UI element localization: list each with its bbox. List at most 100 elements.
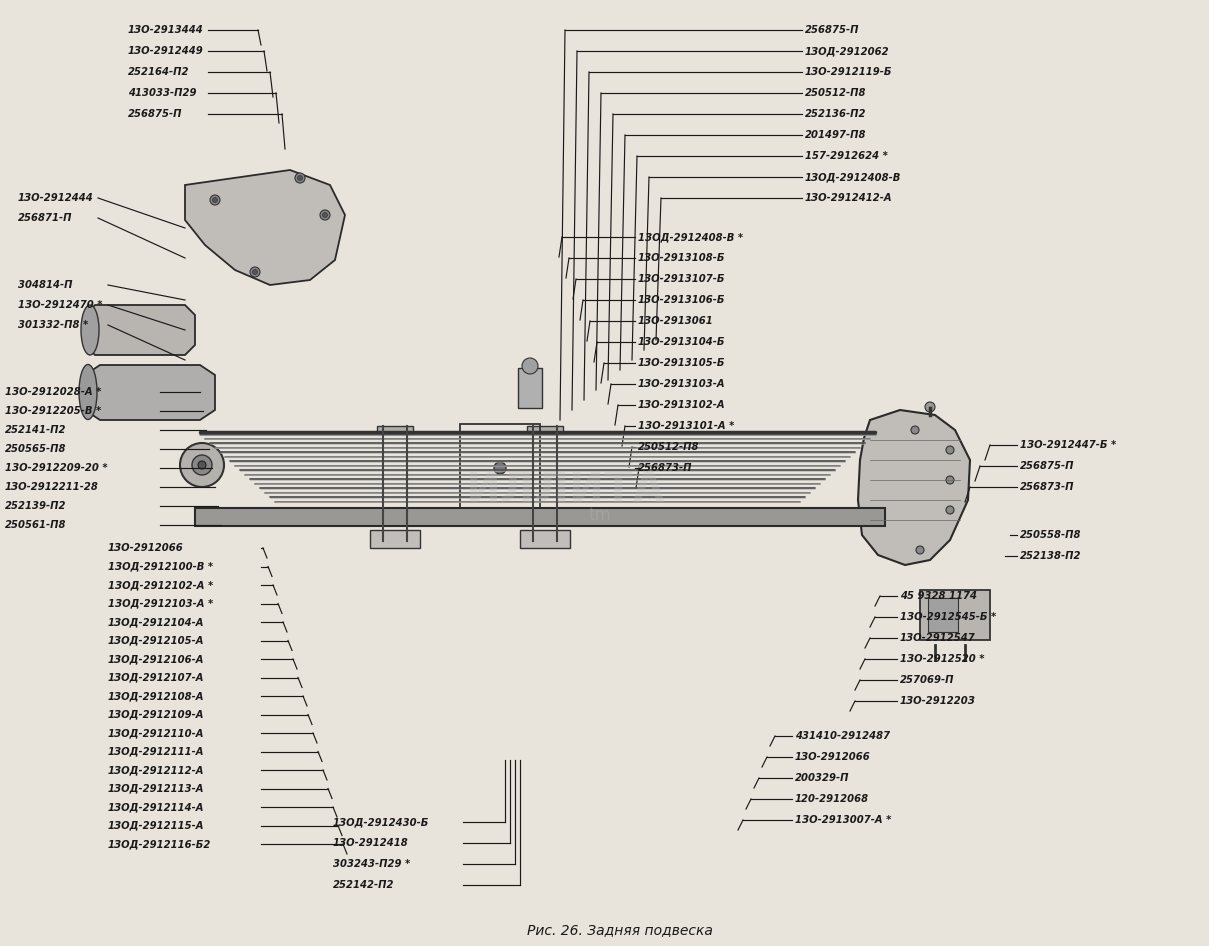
Bar	[459, 424, 540, 516]
Circle shape	[522, 358, 538, 374]
Bar	[195, 508, 885, 526]
Text: 1ЗО-2913104-Б: 1ЗО-2913104-Б	[638, 337, 725, 347]
Text: 1ЗО-2913007-А *: 1ЗО-2913007-А *	[796, 815, 891, 825]
Text: 1ЗО-2912447-Б *: 1ЗО-2912447-Б *	[1020, 440, 1116, 450]
Text: 252142-П2: 252142-П2	[332, 880, 394, 890]
Text: ИЛЛИТА: ИЛЛИТА	[465, 469, 665, 511]
Text: 1ЗО-2913101-А *: 1ЗО-2913101-А *	[638, 421, 734, 431]
Text: 1ЗОД-2912112-А: 1ЗОД-2912112-А	[108, 765, 204, 775]
Circle shape	[297, 176, 302, 181]
Text: 201497-П8: 201497-П8	[805, 130, 867, 140]
Text: 1ЗО-2912028-А *: 1ЗО-2912028-А *	[5, 387, 102, 397]
Bar	[523, 531, 567, 545]
Text: 1ЗО-2913102-А: 1ЗО-2913102-А	[638, 400, 725, 410]
Text: 1ЗОД-2912111-А: 1ЗОД-2912111-А	[108, 746, 204, 757]
Circle shape	[295, 173, 305, 183]
Polygon shape	[85, 365, 215, 420]
Text: 1ЗОД-2912109-А: 1ЗОД-2912109-А	[108, 710, 204, 720]
Text: 1ЗОД-2912430-Б: 1ЗОД-2912430-Б	[332, 817, 429, 827]
Bar	[920, 590, 990, 640]
Text: 1ЗОД-2912113-А: 1ЗОД-2912113-А	[108, 783, 204, 794]
Text: 1ЗО-2912209-20 *: 1ЗО-2912209-20 *	[5, 463, 108, 473]
Text: 1ЗОД-2912408-В *: 1ЗОД-2912408-В *	[638, 232, 744, 242]
Circle shape	[945, 446, 954, 454]
Text: 1ЗО-2913105-Б: 1ЗО-2913105-Б	[638, 358, 725, 368]
Text: tm: tm	[589, 506, 612, 524]
Text: 1ЗО-2912470 *: 1ЗО-2912470 *	[18, 300, 103, 310]
Circle shape	[925, 402, 935, 412]
Circle shape	[213, 198, 218, 202]
Text: 45 9328 1174: 45 9328 1174	[899, 591, 977, 601]
Text: 1ЗО-291220З: 1ЗО-291220З	[899, 696, 976, 706]
Text: 252164-П2: 252164-П2	[128, 67, 190, 77]
Text: 1ЗО-2912418: 1ЗО-2912418	[332, 838, 409, 848]
Bar	[374, 531, 417, 545]
Text: 301332-П8 *: 301332-П8 *	[18, 320, 88, 330]
Text: 304814-П: 304814-П	[18, 280, 73, 290]
Text: 1ЗОД-2912408-В: 1ЗОД-2912408-В	[805, 172, 902, 182]
Text: 252141-П2: 252141-П2	[5, 425, 66, 435]
Polygon shape	[858, 410, 970, 565]
Text: 250512-П8: 250512-П8	[638, 442, 700, 452]
Text: 1ЗОД-2912116-Б2: 1ЗОД-2912116-Б2	[108, 839, 212, 849]
Circle shape	[192, 455, 212, 475]
Circle shape	[323, 213, 328, 218]
Text: 1ЗО-2912449: 1ЗО-2912449	[128, 46, 204, 56]
Text: 250565-П8: 250565-П8	[5, 444, 66, 454]
Bar	[517, 368, 542, 408]
Circle shape	[320, 210, 330, 220]
Text: 1ЗОД-2912114-А: 1ЗОД-2912114-А	[108, 802, 204, 812]
Text: 256871-П: 256871-П	[18, 213, 73, 223]
Bar	[377, 426, 413, 434]
Text: Рис. 26. Задняя подвеска: Рис. 26. Задняя подвеска	[527, 923, 713, 937]
Text: 1ЗО-2913103-А: 1ЗО-2913103-А	[638, 379, 725, 389]
Circle shape	[494, 462, 507, 474]
Circle shape	[916, 546, 924, 554]
Circle shape	[945, 506, 954, 514]
Text: 256875-П: 256875-П	[805, 25, 860, 35]
Text: 1ЗО-2912205-В *: 1ЗО-2912205-В *	[5, 406, 102, 416]
Text: 1ЗО-2912412-А: 1ЗО-2912412-А	[805, 193, 892, 203]
Text: 1ЗОД-2912110-А: 1ЗОД-2912110-А	[108, 728, 204, 738]
Ellipse shape	[79, 364, 97, 419]
Text: 1ЗО-2913106-Б: 1ЗО-2913106-Б	[638, 295, 725, 305]
Text: 256875-П: 256875-П	[1020, 461, 1075, 471]
Bar	[370, 530, 420, 548]
Text: 1ЗОД-2912107-А: 1ЗОД-2912107-А	[108, 673, 204, 682]
Text: 252139-П2: 252139-П2	[5, 501, 66, 511]
Circle shape	[180, 443, 224, 487]
Text: 1ЗО-2912119-Б: 1ЗО-2912119-Б	[805, 67, 892, 77]
Text: 1ЗО-2913061: 1ЗО-2913061	[638, 316, 713, 326]
Polygon shape	[85, 305, 195, 355]
Text: 1ЗОД-2912100-В *: 1ЗОД-2912100-В *	[108, 562, 213, 571]
Circle shape	[912, 426, 919, 434]
Text: 1ЗОД-2912106-А: 1ЗОД-2912106-А	[108, 654, 204, 664]
Text: 413033-П29: 413033-П29	[128, 88, 197, 98]
Text: 1ЗО-2912066: 1ЗО-2912066	[108, 543, 184, 553]
Polygon shape	[185, 170, 345, 285]
Text: 1ЗОД-2912102-А *: 1ЗОД-2912102-А *	[108, 580, 213, 590]
Circle shape	[210, 195, 220, 205]
Circle shape	[253, 270, 258, 274]
Text: 250558-П8: 250558-П8	[1020, 530, 1082, 540]
Bar	[527, 426, 563, 434]
Text: 200329-П: 200329-П	[796, 773, 850, 783]
Text: 1ЗО-2912444: 1ЗО-2912444	[18, 193, 94, 203]
Circle shape	[945, 476, 954, 484]
Text: 1ЗО-2912545-Б *: 1ЗО-2912545-Б *	[899, 612, 996, 622]
Text: 1ЗО-2912066: 1ЗО-2912066	[796, 752, 870, 762]
Text: 1ЗОД-2912108-А: 1ЗОД-2912108-А	[108, 691, 204, 701]
Text: 1ЗОД-2912062: 1ЗОД-2912062	[805, 46, 890, 56]
Text: 431410-2912487: 431410-2912487	[796, 731, 890, 741]
Text: 157-2912624 *: 157-2912624 *	[805, 151, 887, 161]
Circle shape	[250, 267, 260, 277]
Text: 1ЗО-2913444: 1ЗО-2913444	[128, 25, 204, 35]
Bar	[929, 598, 958, 632]
Text: 256873-П: 256873-П	[638, 463, 693, 473]
Text: 1ЗО-2912520 *: 1ЗО-2912520 *	[899, 654, 984, 664]
Text: 1ЗОД-2912115-А: 1ЗОД-2912115-А	[108, 820, 204, 831]
Text: 1ЗОД-2912103-А *: 1ЗОД-2912103-А *	[108, 599, 213, 608]
Text: 120-2912068: 120-2912068	[796, 794, 869, 804]
Text: 257069-П: 257069-П	[899, 675, 954, 685]
Text: 256873-П: 256873-П	[1020, 482, 1075, 492]
